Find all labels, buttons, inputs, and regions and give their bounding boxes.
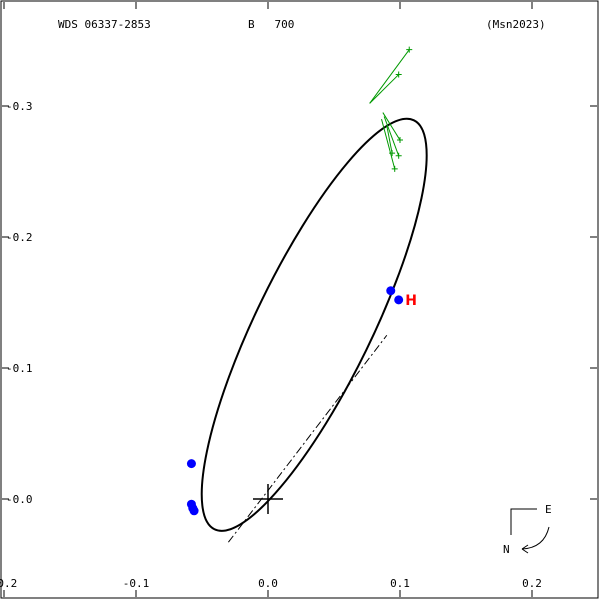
y-tick-label: -0.0 bbox=[6, 493, 33, 506]
compass-north-label: N bbox=[503, 543, 510, 556]
observation-group: H bbox=[186, 286, 417, 516]
component-label: B 700 bbox=[248, 18, 294, 31]
residual-plus-point bbox=[389, 150, 396, 157]
residual-line bbox=[383, 116, 400, 156]
observation-point bbox=[394, 295, 404, 305]
x-tick-label: 0.2 bbox=[522, 577, 542, 590]
residual-line bbox=[369, 49, 410, 104]
observation-point bbox=[386, 286, 396, 296]
residual-line bbox=[381, 118, 396, 170]
residual-line bbox=[386, 125, 393, 154]
x-tick-label: 0.0 bbox=[258, 577, 278, 590]
orbit-group bbox=[200, 117, 428, 543]
residual-plus-point bbox=[395, 71, 402, 78]
residual-plus-point bbox=[406, 46, 413, 53]
compass-arrow-arc bbox=[521, 526, 550, 550]
residual-line bbox=[382, 112, 401, 141]
line-of-nodes bbox=[228, 334, 388, 543]
observation-point bbox=[189, 506, 199, 516]
residual-plus-point bbox=[391, 165, 398, 172]
residual-line bbox=[369, 74, 400, 104]
residual-plus-point bbox=[397, 137, 403, 144]
x-tick-label: 0.1 bbox=[390, 577, 410, 590]
orbit-ellipse bbox=[200, 117, 428, 532]
residual-plus-point bbox=[395, 152, 402, 159]
y-tick-label: -0.2 bbox=[6, 231, 33, 244]
compass: E N bbox=[503, 503, 552, 556]
residual-group bbox=[369, 46, 413, 172]
x-tick-label: -0.2 bbox=[0, 577, 17, 590]
compass-east-label: E bbox=[545, 503, 552, 516]
hipparcos-point-label: H bbox=[405, 293, 417, 309]
y-tick-label: -0.1 bbox=[6, 362, 33, 375]
designation-label: WDS 06337-2853 bbox=[58, 18, 151, 31]
reference-label: (Msn2023) bbox=[486, 18, 546, 31]
y-tick-label: -0.3 bbox=[6, 100, 33, 113]
x-tick-label: -0.1 bbox=[123, 577, 150, 590]
compass-axes bbox=[510, 508, 537, 535]
observation-point bbox=[186, 459, 196, 469]
compass-arrow-head bbox=[521, 544, 529, 554]
